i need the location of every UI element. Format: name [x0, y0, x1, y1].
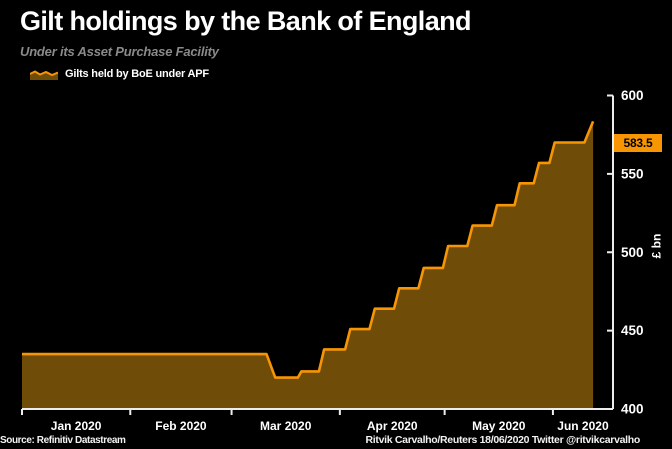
x-tick-label: Jun 2020 [557, 419, 609, 433]
legend-label: Gilts held by BoE under APF [65, 68, 209, 80]
x-tick-label: May 2020 [472, 419, 526, 433]
legend: Gilts held by BoE under APF [30, 68, 209, 80]
x-tick-label: Feb 2020 [155, 419, 207, 433]
page-title: Gilt holdings by the Bank of England [20, 6, 472, 36]
y-tick-label: 450 [621, 323, 644, 338]
source-note: Source: Refinitiv Datastream [0, 435, 126, 446]
chart-subtitle: Under its Asset Purchase Facility [20, 44, 219, 59]
area-fill [22, 121, 594, 410]
y-tick-label: 400 [621, 402, 644, 417]
y-tick-label: 500 [621, 245, 644, 260]
y-tick-label: 600 [621, 88, 644, 103]
credit-note: Ritvik Carvalho/Reuters 18/06/2020 Twitt… [365, 434, 640, 446]
x-tick-label: Apr 2020 [367, 419, 418, 433]
y-axis-title: £ bn [650, 234, 664, 259]
area-sparkline-icon [30, 70, 58, 80]
x-tick-label: Mar 2020 [260, 419, 312, 433]
last-value-badge: 583.5 [614, 134, 662, 152]
y-tick-label: 550 [621, 166, 644, 181]
x-tick-label: Jan 2020 [51, 419, 102, 433]
series-line [22, 120, 595, 379]
